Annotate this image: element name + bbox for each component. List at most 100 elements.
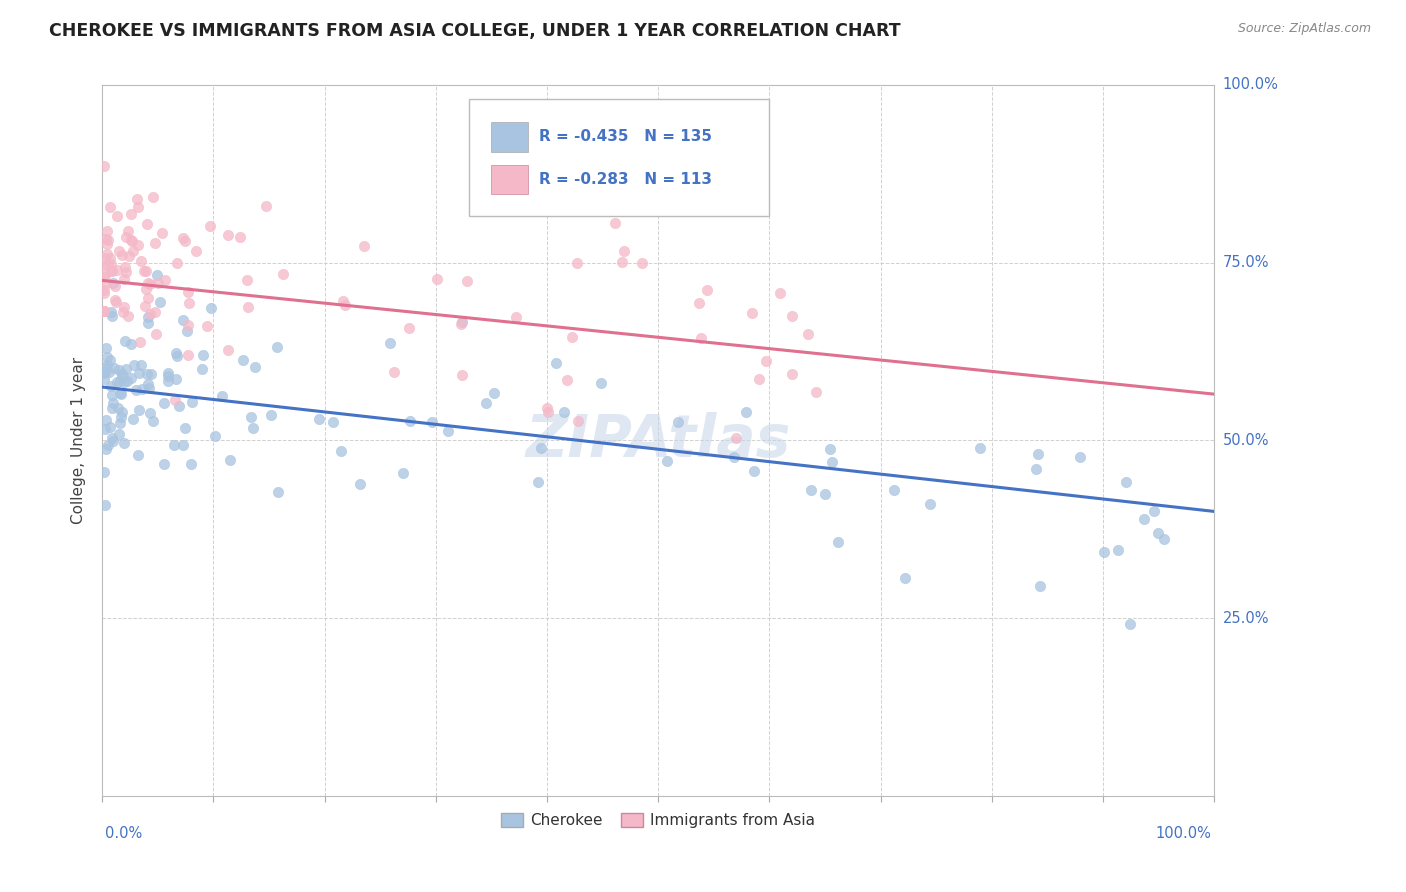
Point bbox=[114, 334, 136, 348]
Point bbox=[204, 429, 226, 443]
Point bbox=[100, 264, 122, 278]
Point bbox=[103, 434, 125, 449]
Point bbox=[100, 257, 122, 271]
Point bbox=[398, 320, 420, 334]
Point bbox=[139, 368, 162, 382]
Point bbox=[755, 354, 778, 368]
Point bbox=[163, 438, 186, 452]
Point bbox=[399, 414, 422, 428]
Point bbox=[96, 359, 118, 373]
Point bbox=[101, 401, 124, 416]
Point bbox=[537, 405, 560, 419]
Point bbox=[166, 349, 188, 363]
Point bbox=[240, 410, 263, 425]
Point bbox=[136, 217, 159, 231]
Point bbox=[536, 401, 558, 416]
Text: 100.0%: 100.0% bbox=[1223, 78, 1278, 93]
Point bbox=[97, 438, 120, 452]
Point bbox=[450, 368, 472, 383]
Point bbox=[105, 263, 128, 277]
Point bbox=[190, 362, 212, 376]
Point bbox=[238, 300, 260, 314]
Point bbox=[530, 442, 553, 456]
Point bbox=[780, 367, 803, 381]
Point bbox=[1146, 525, 1168, 540]
Point bbox=[93, 372, 115, 386]
Point bbox=[131, 382, 153, 396]
Point bbox=[918, 497, 941, 511]
Point bbox=[322, 415, 344, 429]
Point bbox=[105, 294, 128, 309]
Point bbox=[229, 230, 252, 244]
Point bbox=[450, 318, 472, 332]
Point bbox=[107, 401, 129, 416]
Point bbox=[94, 232, 117, 246]
Point bbox=[138, 405, 160, 419]
Point bbox=[689, 331, 711, 345]
Point bbox=[1026, 447, 1049, 461]
Point bbox=[121, 234, 143, 248]
Point bbox=[94, 413, 117, 427]
Point bbox=[114, 260, 136, 275]
Point bbox=[108, 244, 131, 258]
Point bbox=[149, 294, 172, 309]
Point bbox=[200, 301, 222, 315]
Point bbox=[420, 415, 443, 429]
Point bbox=[165, 392, 187, 407]
Point bbox=[104, 279, 127, 293]
Point bbox=[177, 285, 200, 299]
Point bbox=[553, 405, 575, 419]
Point bbox=[115, 374, 138, 388]
Point bbox=[101, 432, 124, 446]
Point bbox=[349, 477, 371, 491]
Point bbox=[724, 432, 747, 446]
Point bbox=[561, 329, 583, 343]
Point bbox=[174, 421, 197, 435]
Point bbox=[96, 237, 118, 252]
Point bbox=[112, 305, 135, 319]
Point bbox=[104, 293, 127, 307]
Point bbox=[111, 367, 134, 381]
Point bbox=[260, 409, 283, 423]
Point bbox=[156, 374, 179, 388]
Point bbox=[112, 435, 135, 450]
Point bbox=[135, 281, 157, 295]
Point bbox=[93, 365, 115, 379]
Point bbox=[98, 353, 121, 368]
Point bbox=[100, 379, 122, 393]
Point bbox=[567, 414, 589, 428]
Point bbox=[723, 450, 745, 465]
Point bbox=[818, 442, 841, 457]
Point bbox=[235, 273, 257, 287]
Point bbox=[800, 483, 823, 497]
Point bbox=[120, 371, 142, 385]
Point bbox=[93, 466, 115, 480]
Point bbox=[96, 247, 118, 261]
Point bbox=[335, 298, 357, 312]
Point bbox=[266, 485, 288, 500]
Point bbox=[217, 343, 239, 357]
Point bbox=[93, 258, 115, 272]
Text: R = -0.283   N = 113: R = -0.283 N = 113 bbox=[540, 172, 713, 187]
Text: 75.0%: 75.0% bbox=[1223, 255, 1270, 270]
Point bbox=[98, 251, 121, 265]
Point bbox=[103, 395, 125, 409]
Point bbox=[136, 316, 159, 330]
Point bbox=[111, 368, 134, 382]
Point bbox=[120, 233, 142, 247]
Point bbox=[94, 442, 117, 457]
Point bbox=[110, 409, 132, 424]
Point bbox=[741, 306, 763, 320]
Point bbox=[146, 277, 169, 291]
Point bbox=[100, 305, 122, 319]
Point bbox=[474, 396, 496, 410]
Point bbox=[555, 373, 578, 387]
Point bbox=[165, 371, 187, 385]
Point bbox=[128, 366, 150, 380]
Point bbox=[153, 396, 176, 410]
Point bbox=[118, 249, 141, 263]
Legend: Cherokee, Immigrants from Asia: Cherokee, Immigrants from Asia bbox=[495, 806, 821, 834]
Point bbox=[143, 235, 166, 250]
Text: ZIPAtlas: ZIPAtlas bbox=[526, 412, 792, 469]
Point bbox=[139, 307, 162, 321]
